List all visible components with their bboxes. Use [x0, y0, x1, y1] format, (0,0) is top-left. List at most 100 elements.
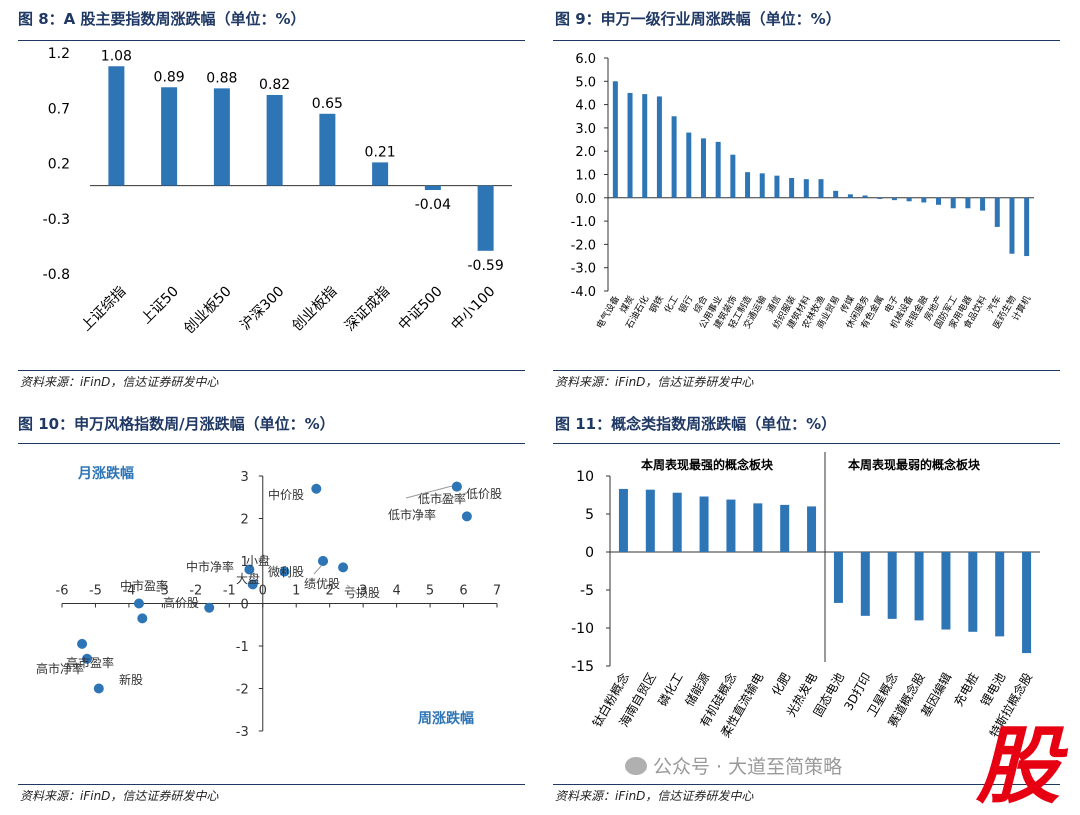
fig9-bar — [936, 197, 942, 205]
fig9-title-rule — [553, 40, 1060, 41]
fig9-category-label: 交通运输 — [740, 294, 768, 331]
fig10-source: 资料来源：iFinD，信达证券研发中心 — [20, 789, 219, 803]
fig10-ylabel: 月涨跌幅 — [77, 465, 134, 482]
fig10-point-label: 亏损股 — [344, 586, 380, 600]
fig10-point — [311, 483, 322, 494]
fig10-title: 图 10：申万风格指数周/月涨跌幅（单位：%） — [18, 415, 335, 433]
fig9-bar — [965, 197, 971, 209]
fig10-xtick-label: -4 — [122, 584, 135, 599]
fig10-xtick-label: 6 — [459, 584, 467, 599]
fig9-ytick-label: -2.0 — [571, 238, 596, 253]
fig10-point — [93, 683, 104, 694]
fig9-category-label: 休闲服务 — [843, 294, 871, 331]
fig11-bar — [968, 552, 978, 632]
fig11-category-label: 磷化工 — [655, 670, 686, 709]
fig8-bar — [213, 88, 230, 186]
fig9-ytick-label: 5.0 — [575, 75, 596, 90]
fig10-xtick-label: 4 — [392, 584, 400, 599]
fig10-title-rule — [18, 443, 525, 444]
fig11-category-label: 卫星概念 — [864, 670, 901, 719]
fig10-ytick-label: 1 — [240, 555, 248, 570]
fig10-ytick-label: 0 — [240, 598, 248, 613]
fig9-bar — [921, 197, 927, 203]
fig11-bar — [995, 552, 1005, 637]
fig10-point-label: 新股 — [119, 672, 143, 687]
fig11-bar — [914, 552, 924, 621]
fig11-bar — [780, 504, 790, 552]
fig10-leader-line — [313, 564, 323, 575]
fig8-value-label: 0.82 — [259, 77, 290, 93]
fig10-point-label: 大盘 — [236, 571, 260, 586]
fig8-category-label: 深证成指 — [342, 284, 393, 335]
fig11-category-label: 柔性直流输电 — [717, 670, 766, 740]
fig11-category-label: 3D打印 — [841, 671, 874, 713]
fig8-title: 图 8：A 股主要指数周涨跌幅（单位：%） — [18, 10, 306, 28]
fig9-ytick-label: 2.0 — [575, 145, 596, 160]
fig10-point — [318, 556, 328, 566]
fig10-leader-line — [405, 485, 453, 499]
fig11-bar — [941, 552, 951, 630]
fig8-value-label: 1.08 — [101, 48, 132, 64]
fig11-category-label: 化肥 — [769, 671, 793, 699]
watermark-text: 公众号 · 大道至简策略 — [653, 756, 843, 778]
fig10-xlabel: 周涨跌幅 — [418, 710, 474, 727]
fig8-ytick-label: -0.3 — [43, 212, 70, 228]
fig9-category-label: 商业贸易 — [814, 294, 842, 331]
fig11-bar — [699, 496, 709, 552]
fig11-category-label: 赛道概念股 — [885, 670, 928, 729]
fig9-category-label: 通信 — [764, 294, 783, 316]
fig10-xtick-label: -6 — [56, 584, 69, 599]
fig11-category-label: 钛白粉概念 — [589, 670, 632, 729]
fig9-ytick-label: 4.0 — [575, 99, 596, 114]
fig10-xtick-label: -5 — [89, 584, 102, 599]
fig10-ytick-label: 3 — [240, 470, 248, 485]
fig11-category-label: 锂电池 — [977, 670, 1008, 709]
fig10-point-label: 中价股 — [268, 487, 304, 502]
fig11-bar — [672, 492, 682, 552]
fig8-bar — [108, 66, 125, 186]
fig11-ytick-label: -5 — [580, 583, 594, 599]
fig8-category-label: 中小100 — [448, 284, 498, 334]
fig8-ytick-label: -0.8 — [43, 267, 70, 283]
fig9-category-label: 钢铁 — [647, 294, 666, 316]
fig9-bar — [789, 177, 795, 198]
fig10-leader-line — [439, 492, 467, 503]
fig9-category-label: 机械设备 — [887, 294, 915, 331]
fig9-bar — [715, 141, 721, 198]
fig10-point-label: 高价股 — [163, 595, 199, 610]
fig9-category-label: 综合 — [691, 294, 710, 316]
fig11-bar — [887, 552, 897, 619]
fig10-xtick-label: 7 — [493, 584, 501, 599]
fig11-title: 图 11：概念类指数周涨跌幅（单位：%） — [555, 415, 837, 433]
fig9-source-rule — [553, 370, 1060, 371]
fig9-bar — [759, 173, 765, 198]
fig11-source-rule — [553, 784, 1060, 785]
fig8-category-label: 创业板指 — [289, 284, 340, 335]
fig10-point-label: 高市盈率 — [66, 655, 114, 670]
fig8-bar — [372, 162, 389, 186]
fig9-ytick-label: 6.0 — [575, 52, 596, 67]
fig8-category-label: 上证综指 — [78, 284, 129, 335]
fig9-category-label: 家用电器 — [946, 294, 974, 331]
fig9-category-label: 农林牧渔 — [799, 294, 827, 331]
fig8-source-rule — [18, 370, 525, 371]
fig11-bar — [753, 503, 763, 552]
fig10-point-label: 中市净率 — [186, 559, 234, 574]
fig8-ytick-label: 0.2 — [48, 157, 70, 173]
fig9-bar — [994, 197, 1000, 227]
wechat-icon — [625, 757, 647, 775]
fig11-category-label: 基因编辑 — [918, 670, 955, 719]
fig11-header-strong: 本周表现最强的概念板块 — [641, 457, 774, 472]
fig11-ytick-label: 10 — [576, 469, 594, 485]
fig9-category-label: 银行 — [676, 294, 695, 316]
fig10-ytick-label: -2 — [236, 683, 249, 698]
fig9-bar — [745, 172, 751, 198]
fig8-value-label: -0.04 — [415, 197, 451, 213]
fig10-point — [451, 481, 462, 492]
fig11-bar — [807, 506, 817, 552]
fig10-point-label: 低市盈率 — [418, 491, 466, 506]
fig8-value-label: 0.65 — [312, 96, 343, 112]
fig11-ytick-label: 0 — [585, 545, 594, 561]
